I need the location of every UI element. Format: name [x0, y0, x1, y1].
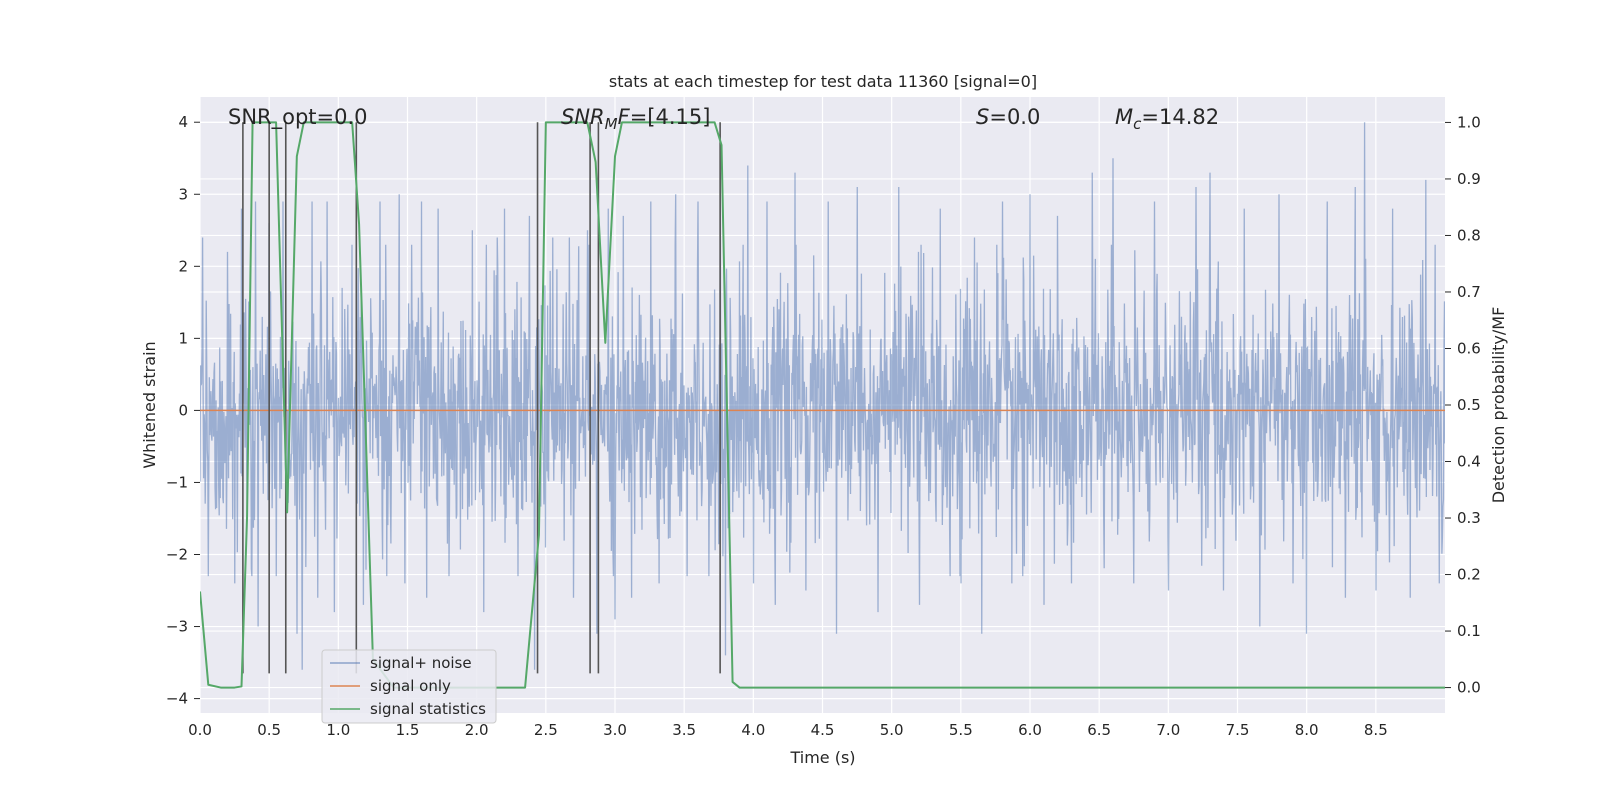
annotation-part: SNR_opt=0.0: [228, 105, 368, 130]
x-tick-label: 2.0: [465, 721, 489, 739]
y2-tick-label: 0.3: [1457, 509, 1481, 527]
annotation-mc-value: Mc=14.82: [1115, 105, 1219, 133]
y2-tick-label: 1.0: [1457, 113, 1481, 131]
legend-item: signal only: [330, 677, 451, 695]
x-tick-label: 5.0: [880, 721, 904, 739]
annotations: SNR_opt=0.0 SNRMF=[4.15] S=0.0 Mc=14.82: [228, 105, 1219, 133]
legend-item: signal statistics: [330, 700, 486, 718]
x-tick-label: 4.0: [741, 721, 765, 739]
x-tick-label: 7.0: [1156, 721, 1180, 739]
y2-tick-label: 0.7: [1457, 283, 1481, 301]
annotation-s-value: S=0.0: [976, 105, 1040, 129]
y-tick-label: 2: [178, 257, 188, 275]
x-tick-label: 8.5: [1364, 721, 1388, 739]
annotation-part: M: [605, 115, 618, 133]
y2-tick-label: 0.0: [1457, 679, 1481, 697]
x-tick-label: 4.5: [811, 721, 835, 739]
x-tick-label: 6.5: [1087, 721, 1111, 739]
y-tick-label: −2: [166, 545, 188, 563]
y2-tick-label: 0.1: [1457, 622, 1481, 640]
y-tick-label: −1: [166, 473, 188, 491]
legend-item: signal+ noise: [330, 654, 472, 672]
x-tick-label: 0.0: [188, 721, 212, 739]
series-signal-noise-line: [200, 122, 1445, 670]
legend-label: signal only: [370, 677, 451, 695]
y-tick-label: 4: [178, 113, 188, 131]
legend: signal+ noise signal only signal statist…: [321, 649, 497, 724]
legend-box: [321, 649, 497, 724]
x-tick-label: 0.5: [257, 721, 281, 739]
y2-tick-label: 0.9: [1457, 170, 1481, 188]
x-axis-label: Time (s): [789, 748, 855, 767]
x-tick-label: 8.0: [1295, 721, 1319, 739]
y-tick-label: 0: [178, 401, 188, 419]
x-tick-label: 1.5: [396, 721, 420, 739]
y-tick-label: 3: [178, 185, 188, 203]
x-tick-label: 1.0: [326, 721, 350, 739]
y2-tick-label: 0.8: [1457, 226, 1481, 244]
y-axis-right-label: Detection probability/MF: [1489, 307, 1508, 504]
y2-tick-label: 0.4: [1457, 453, 1481, 471]
annotation-part: =14.82: [1141, 105, 1219, 129]
annotation-part: S: [976, 105, 989, 129]
y-axis-label: Whitened strain: [140, 341, 159, 468]
y2-tick-label: 0.2: [1457, 566, 1481, 584]
annotation-snr-opt: SNR_opt=0.0: [228, 105, 368, 130]
legend-label: signal statistics: [370, 700, 486, 718]
annotation-part: SNR: [561, 105, 605, 129]
y2-tick-label: 0.6: [1457, 339, 1481, 357]
legend-label: signal+ noise: [370, 654, 472, 672]
annotation-part: F: [618, 105, 631, 129]
y-axis-right: 1.0 0.9 0.8 0.7 0.6 0.5 0.4 0.3 0.2 0.1 0.0: [1445, 113, 1481, 697]
annotation-snr-mf: SNRMF=[4.15]: [561, 105, 710, 133]
chart-title: stats at each timestep for test data 113…: [609, 72, 1037, 91]
x-tick-label: 3.0: [603, 721, 627, 739]
x-axis: 0.0 0.5 1.0 1.5 2.0 2.5 3.0 3.5 4.0 4.5 5.0 5.5 6.0 6…: [188, 721, 1388, 739]
data-layer: [200, 121, 1445, 689]
y-axis-left: 4 3 2 1 0 −1 −2 −3 −4: [166, 113, 200, 708]
annotation-part: =0.0: [989, 105, 1040, 129]
x-tick-label: 7.5: [1226, 721, 1250, 739]
y-tick-label: 1: [178, 329, 188, 347]
y2-tick-label: 0.5: [1457, 396, 1481, 414]
annotation-part: M: [1115, 105, 1133, 129]
y-tick-label: −3: [166, 618, 188, 636]
x-tick-label: 2.5: [534, 721, 558, 739]
annotation-part: =[4.15]: [630, 105, 711, 129]
y-tick-label: −4: [166, 690, 188, 708]
x-tick-label: 3.5: [672, 721, 696, 739]
x-tick-label: 6.0: [1018, 721, 1042, 739]
annotation-part: c: [1133, 115, 1142, 133]
x-tick-label: 5.5: [949, 721, 973, 739]
